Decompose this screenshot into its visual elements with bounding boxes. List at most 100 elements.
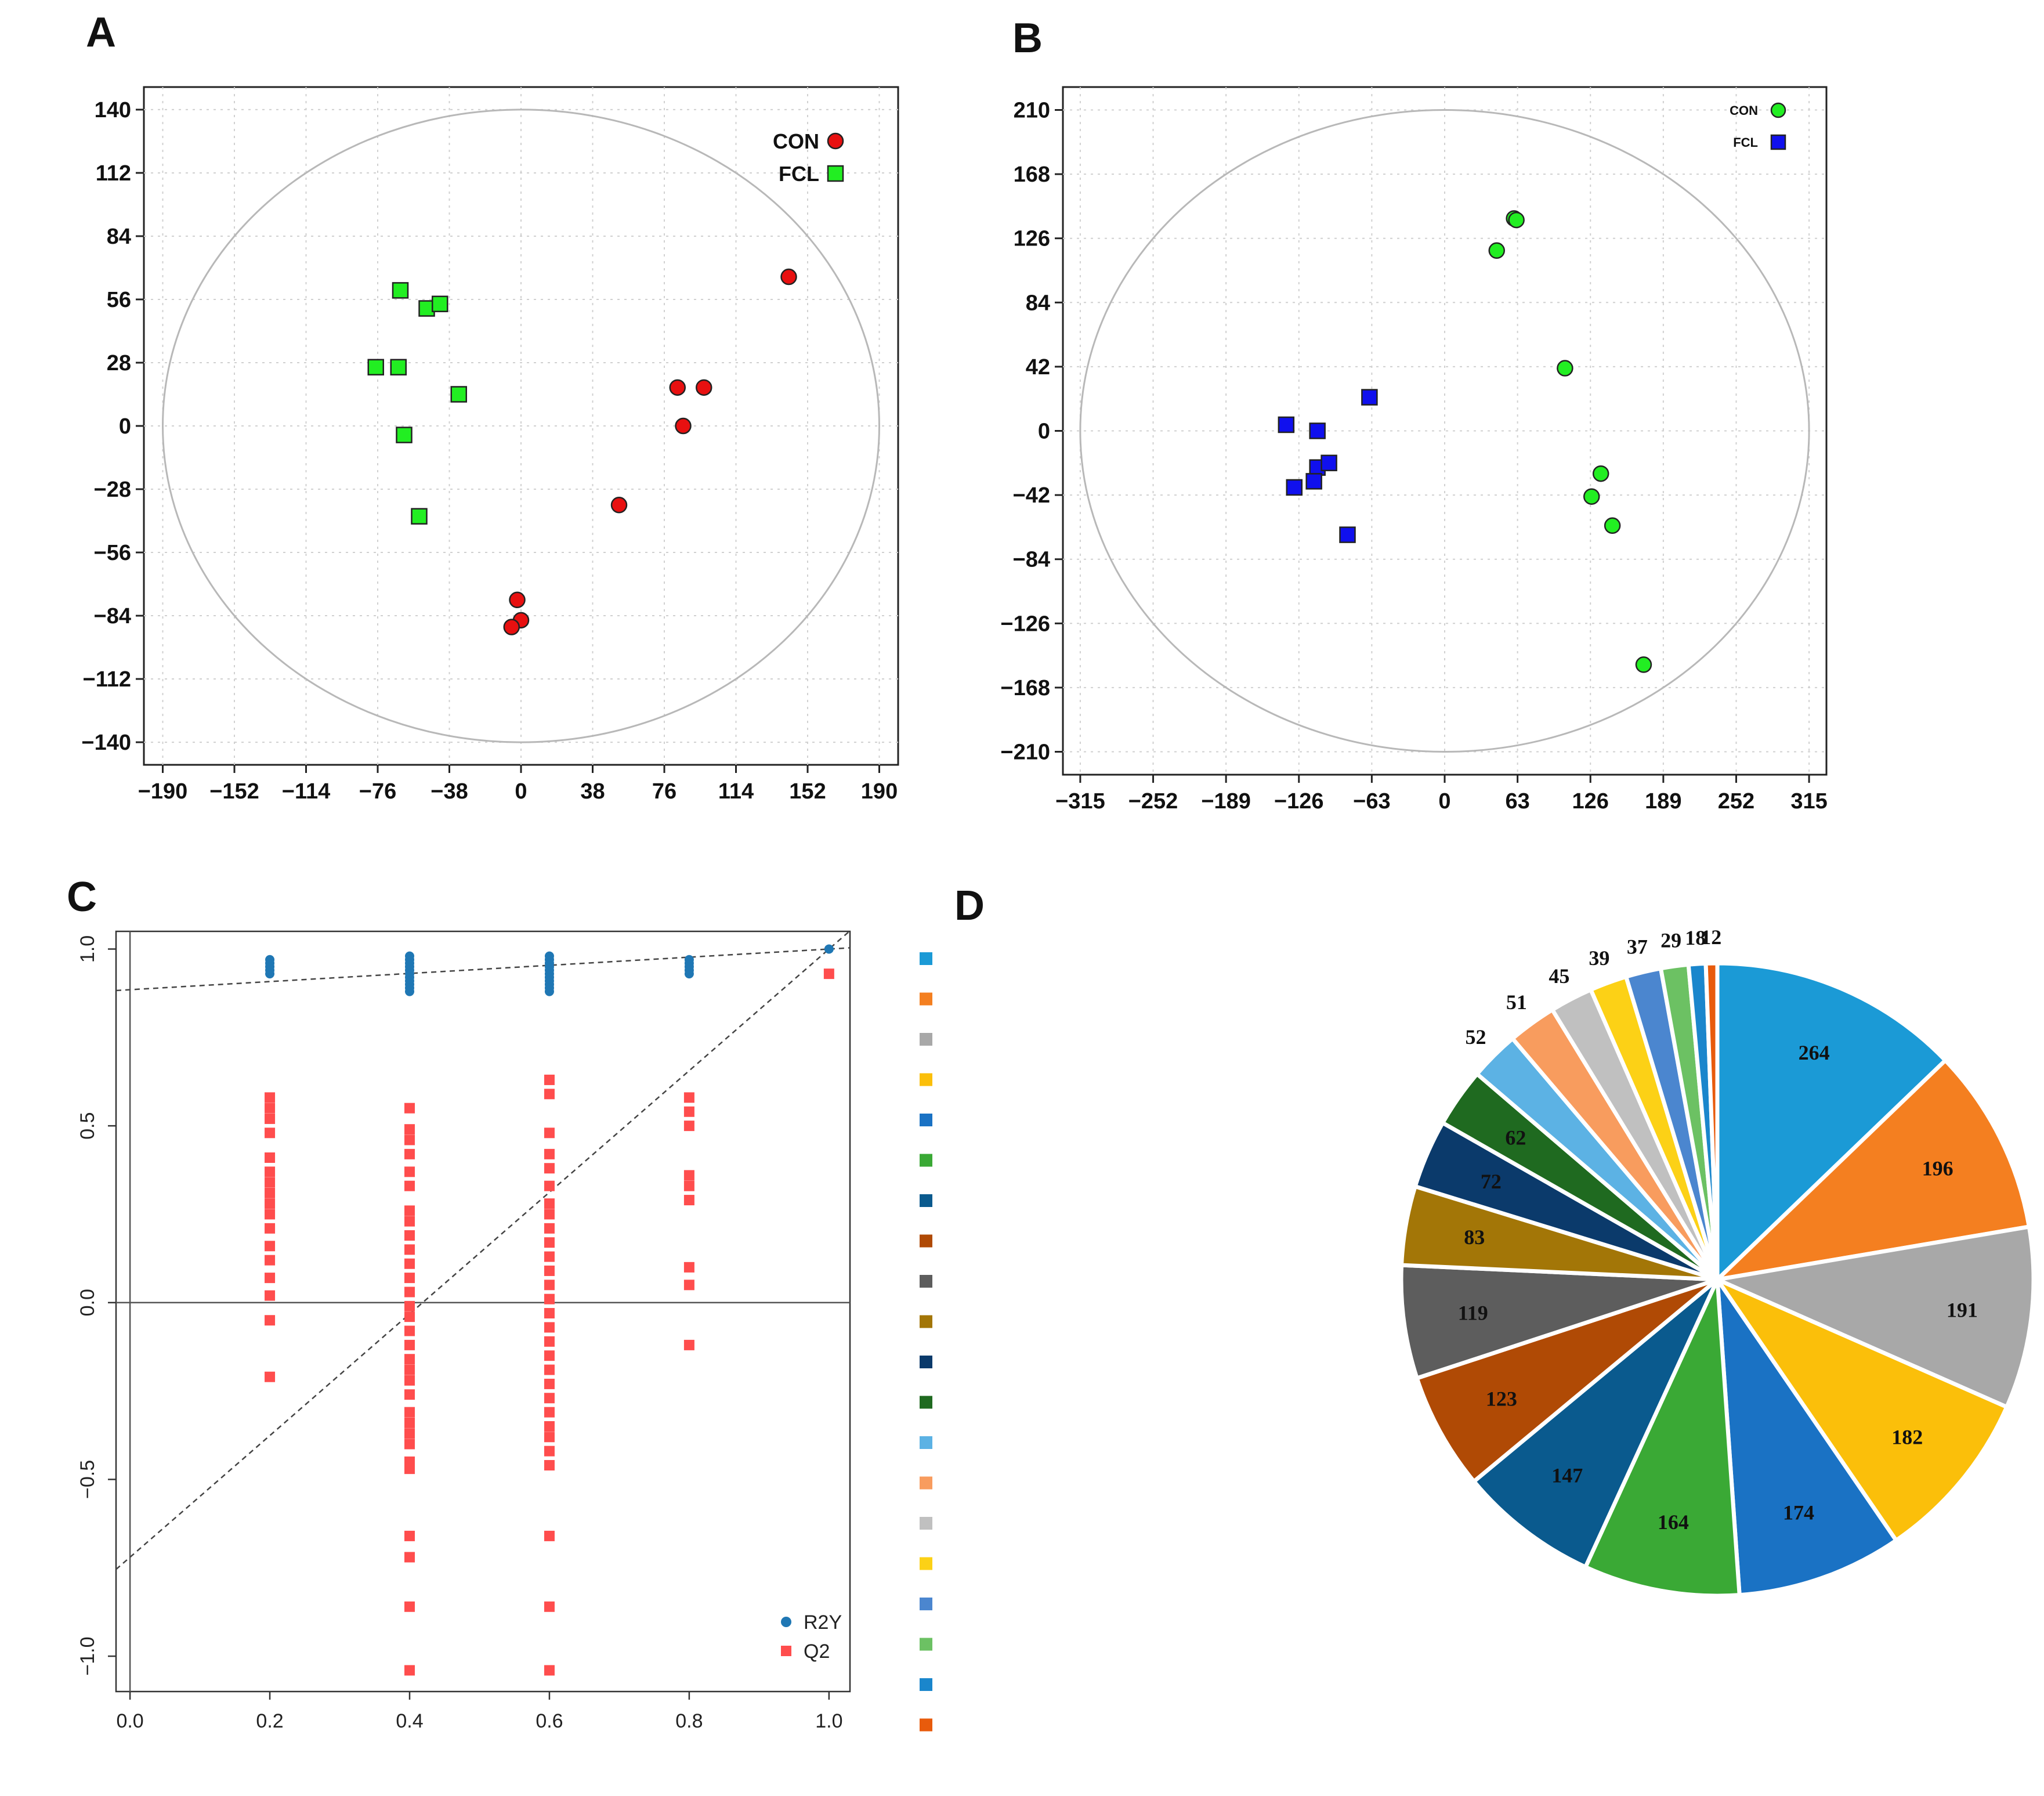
chart-d-legend-swatch	[920, 1073, 932, 1086]
chart-d-legend-swatch	[920, 1476, 932, 1490]
chart-a-x-tick-label: 0	[515, 779, 527, 804]
chart-a-y-tick-label: 140	[95, 98, 131, 122]
chart-b-x-tick-label: −126	[1274, 789, 1324, 814]
chart-c-point-q2	[544, 1378, 555, 1389]
chart-c-point-q2	[544, 1163, 555, 1174]
chart-a-point-con	[780, 268, 797, 286]
chart-c-point-q2	[683, 1121, 694, 1132]
chart-c-point-q2	[404, 1407, 415, 1418]
chart-c-point-q2	[265, 1255, 276, 1266]
chart-c-point-q2	[404, 1300, 415, 1311]
chart-d-legend-swatch	[920, 952, 932, 965]
chart-d-legend-swatch	[920, 1517, 932, 1530]
chart-d-slice	[1583, 1277, 1742, 1598]
panel-letter-a: A	[86, 9, 116, 56]
chart-c-point-q2	[544, 1148, 555, 1159]
chart-a-x-tick-label: −152	[209, 779, 259, 804]
chart-b-x-tick-label: −252	[1128, 789, 1178, 814]
chart-b-point-con	[1635, 656, 1652, 673]
chart-c-point-q2	[683, 1170, 694, 1181]
chart-c-point-q2	[404, 1439, 415, 1450]
chart-c-point-q2	[544, 1421, 555, 1432]
chart-b-y-tick-label: 126	[1014, 227, 1050, 251]
chart-c-point-q2	[544, 1280, 555, 1291]
chart-c-point-q2	[404, 1287, 415, 1298]
chart-c-point-q2	[265, 1223, 276, 1234]
chart-a-point-fcl	[411, 508, 428, 525]
chart-d-slice-label: 182	[1891, 1425, 1923, 1448]
panel-letter-c: C	[67, 874, 97, 920]
chart-c-point-q2	[265, 1290, 276, 1301]
chart-d-slice-label: 72	[1481, 1170, 1502, 1193]
chart-d-slice	[1715, 961, 1948, 1282]
chart-c-point-q2	[683, 1262, 694, 1273]
chart-a-legend-marker	[827, 132, 844, 150]
chart-d-slice	[1715, 1058, 2031, 1282]
chart-c-point-q2	[404, 1148, 415, 1159]
chart-a-x-tick-label: −190	[138, 779, 188, 804]
chart-c-point-q2	[404, 1103, 415, 1114]
panel-letter-d: D	[954, 883, 985, 929]
chart-d-legend-swatch	[920, 1598, 932, 1610]
chart-a-point-con	[675, 417, 692, 435]
chart-c-x-tick-label: 1.0	[815, 1710, 842, 1732]
chart-c-point-q2	[404, 1216, 415, 1227]
chart-d-slice	[1715, 1277, 1898, 1598]
chart-b-x-tick-label: −63	[1353, 789, 1390, 814]
chart-a-point-con	[696, 379, 712, 396]
chart-b-x-tick-label: 126	[1572, 789, 1609, 814]
chart-c-point-q2	[404, 1124, 415, 1135]
chart-c-point-q2	[544, 1198, 555, 1209]
chart-d-slice-label: 45	[1549, 964, 1569, 988]
chart-c-point-q2	[404, 1428, 415, 1439]
chart-b-legend-marker	[1770, 102, 1786, 118]
chart-d-legend-swatch	[920, 1356, 932, 1368]
chart-b-y-tick-label: 42	[1026, 355, 1050, 380]
chart-b-legend-marker	[1770, 134, 1786, 150]
chart-d-slice	[1703, 961, 1720, 1282]
chart-c-point-q2	[265, 1371, 276, 1382]
chart-a-x-tick-label: 38	[580, 779, 605, 804]
chart-c-point-q2	[544, 1293, 555, 1304]
chart-c-point-q2	[683, 1339, 694, 1350]
chart-c-point-q2	[404, 1258, 415, 1269]
chart-b-point-fcl	[1305, 473, 1322, 490]
chart-a-point-con	[503, 619, 520, 635]
chart-c-point-q2	[404, 1354, 415, 1365]
chart-c-point-q2	[544, 1209, 555, 1220]
chart-c-point-q2	[683, 1092, 694, 1103]
chart-c-point-q2	[544, 1407, 555, 1418]
chart-c-point-q2	[404, 1180, 415, 1191]
chart-c-point-q2	[544, 1665, 555, 1676]
chart-d-slice-label: 174	[1783, 1501, 1814, 1524]
chart-d-slice-label: 83	[1464, 1226, 1485, 1249]
chart-a-y-tick-label: −28	[94, 478, 131, 502]
chart-b-y-tick-label: −42	[1013, 483, 1050, 508]
chart-c-point-q2	[823, 969, 834, 980]
chart-c-point-r2y	[684, 969, 694, 979]
chart-b-point-con	[1557, 360, 1573, 377]
chart-b-point-con	[1592, 465, 1609, 482]
chart-a-y-tick-label: −84	[94, 604, 131, 628]
chart-c-point-q2	[683, 1180, 694, 1191]
chart-a-x-tick-label: −114	[282, 779, 331, 804]
chart-c-point-q2	[265, 1113, 276, 1124]
chart-c-point-q2	[265, 1128, 276, 1139]
chart-d-slice	[1399, 1263, 1720, 1381]
chart-c-y-tick-label: 0.5	[77, 1112, 99, 1139]
chart-b-y-tick-label: 84	[1026, 291, 1050, 315]
chart-c-point-q2	[265, 1092, 276, 1103]
chart-d-legend-swatch	[920, 1234, 932, 1248]
chart-c-x-tick-label: 0.8	[675, 1710, 703, 1732]
chart-a-x-tick-label: 114	[718, 779, 754, 804]
chart-d-slice-label: 29	[1660, 928, 1681, 952]
chart-c-point-q2	[544, 1336, 555, 1347]
chart-c-legend-marker	[781, 1646, 791, 1656]
chart-c-x-tick-label: 0.2	[256, 1710, 283, 1732]
chart-b-point-con	[1604, 517, 1621, 534]
chart-c-point-q2	[404, 1364, 415, 1375]
chart-c-point-q2	[544, 1393, 555, 1404]
chart-c-point-q2	[265, 1273, 276, 1284]
chart-d-slice-label: 147	[1551, 1463, 1583, 1487]
